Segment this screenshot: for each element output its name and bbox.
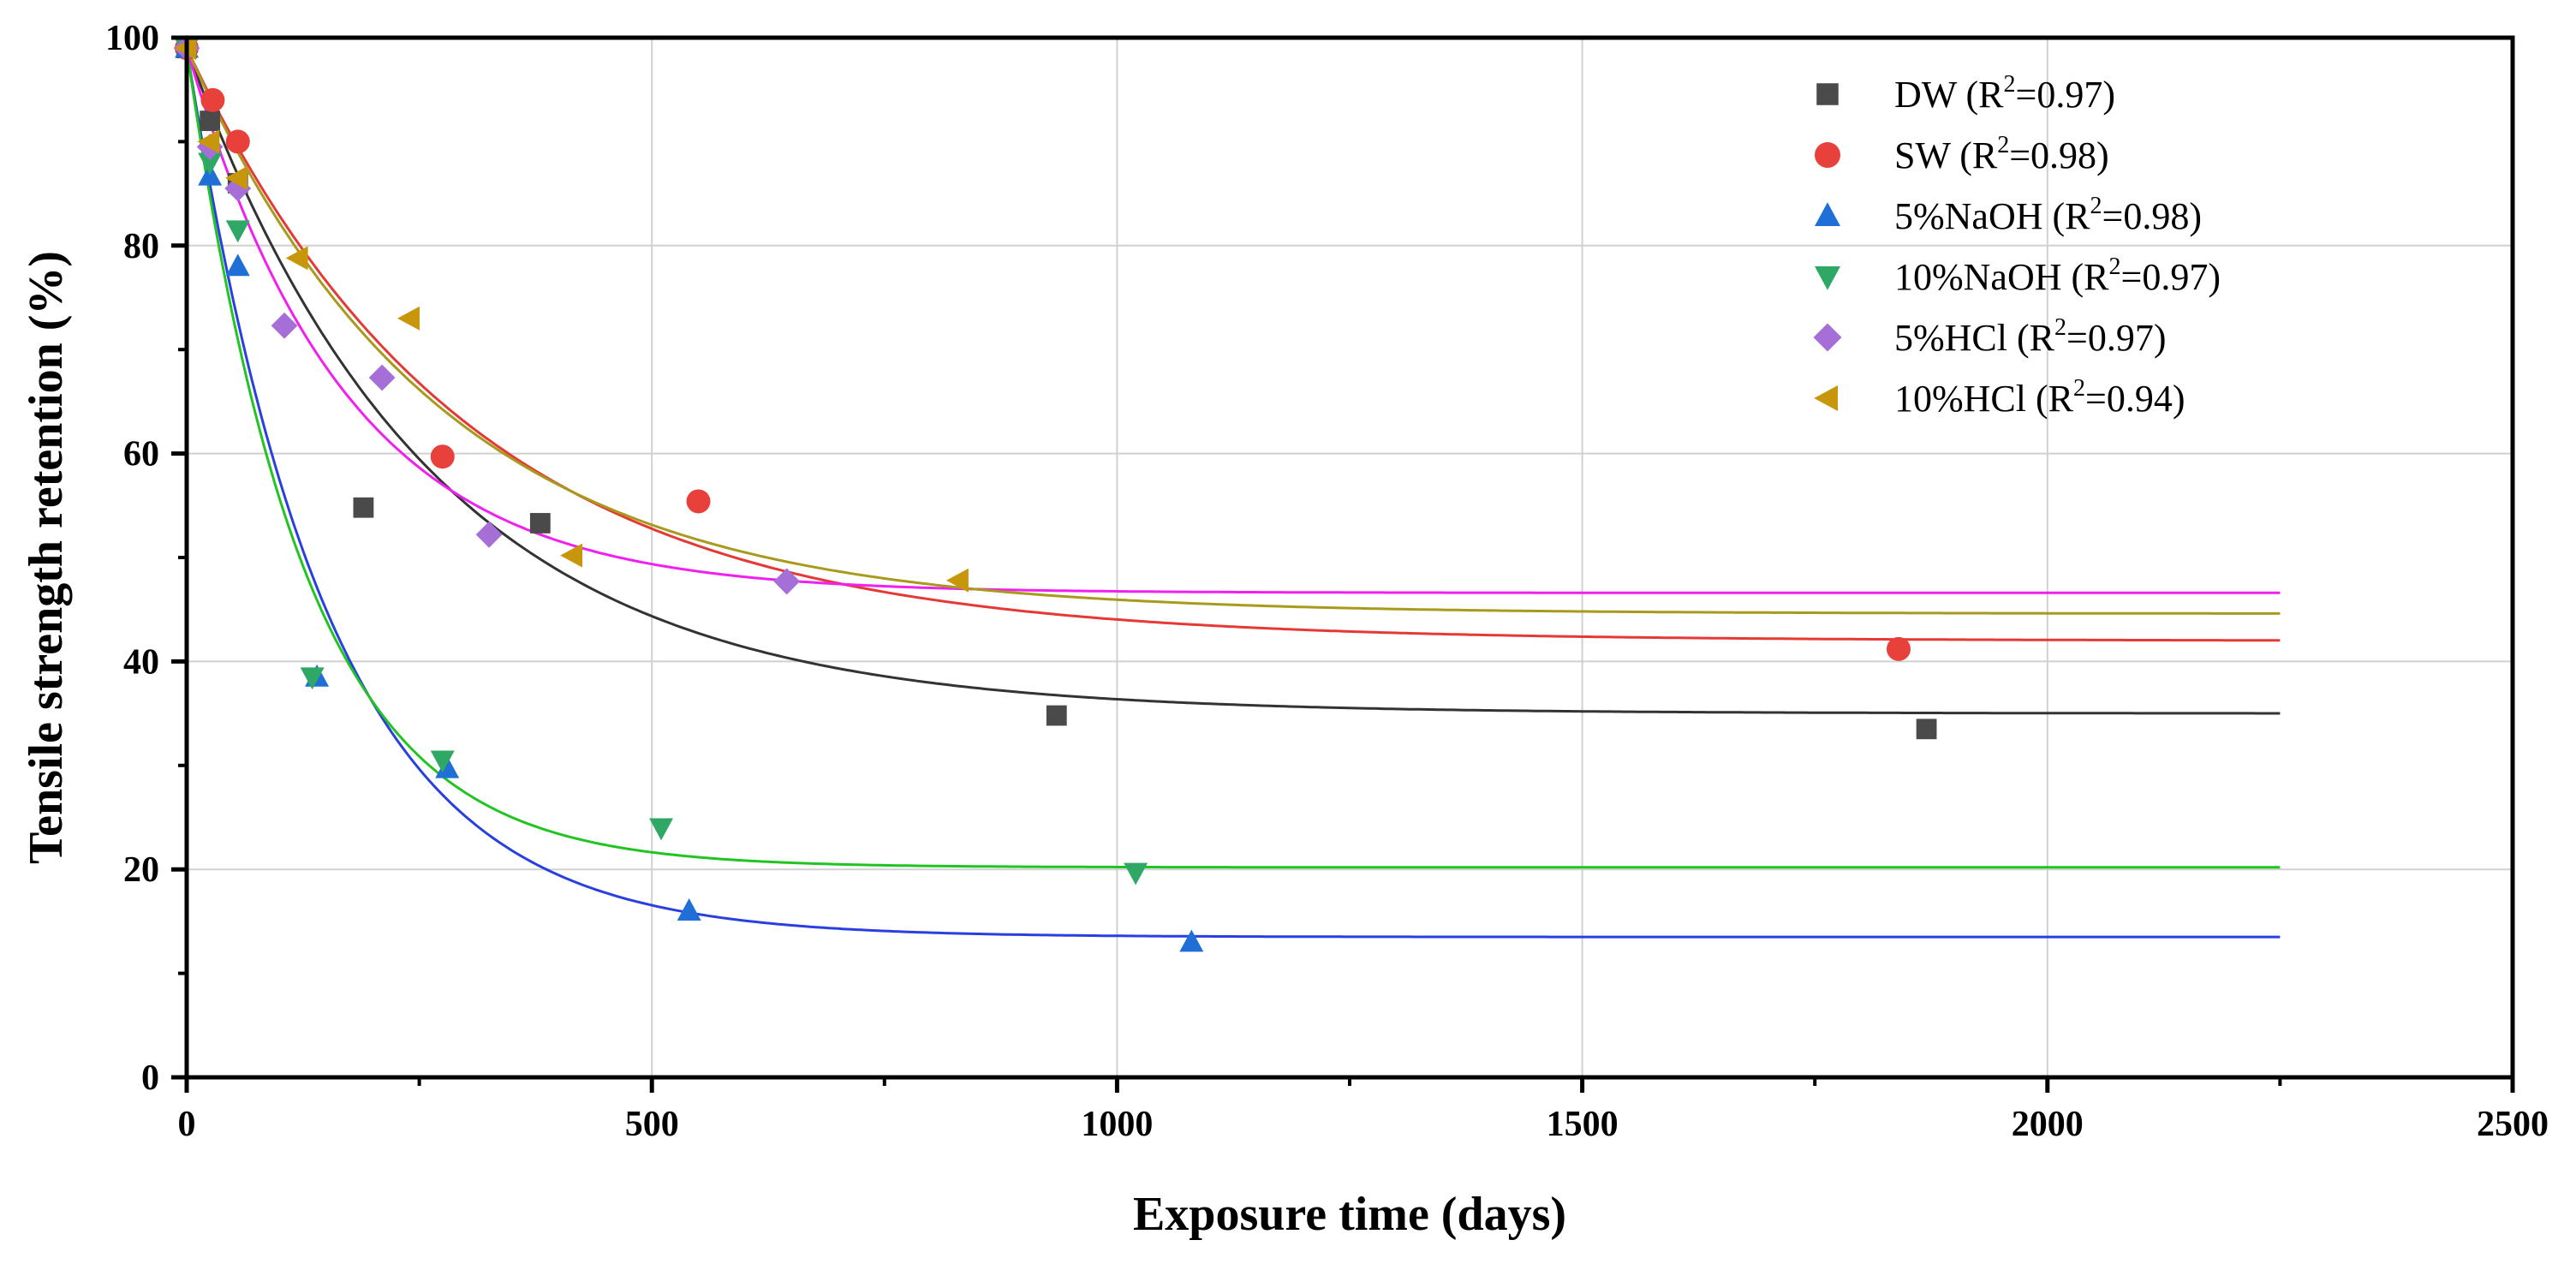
y-tick-label: 100	[105, 19, 159, 58]
data-point-series-3	[649, 818, 674, 841]
data-point-series-4	[368, 364, 396, 391]
x-tick-label: 2500	[2477, 1105, 2549, 1144]
grid-lines	[187, 38, 2513, 1077]
legend-label-0: DW (R2=0.97)	[1894, 71, 2115, 116]
data-point-series-1	[1886, 636, 1911, 661]
data-point-series-0	[1046, 705, 1067, 726]
legend-label-5: 10%HCl (R2=0.94)	[1894, 375, 2185, 420]
fit-curve-2	[185, 47, 2281, 939]
data-point-series-5	[946, 568, 969, 593]
legend-label-4: 5%HCl (R2=0.97)	[1894, 314, 2166, 359]
data-points	[173, 34, 1937, 952]
x-tick-label: 2000	[2012, 1105, 2084, 1144]
legend-label-2: 5%NaOH (R2=0.98)	[1894, 193, 2202, 237]
data-point-series-3	[198, 152, 223, 176]
data-point-series-2	[435, 755, 460, 778]
data-point-series-0	[200, 110, 221, 132]
fit-curves	[185, 47, 2281, 939]
legend-label-3: 10%NaOH (R2=0.97)	[1894, 253, 2221, 298]
x-tick-label: 500	[625, 1105, 679, 1144]
data-point-series-0	[353, 497, 374, 518]
x-axis-title: Exposure time (days)	[1133, 1188, 1566, 1241]
y-tick-label: 60	[123, 435, 159, 474]
data-point-series-5	[197, 129, 220, 154]
y-tick-label: 40	[123, 642, 159, 682]
fit-curve-0	[185, 47, 2281, 715]
fit-curve-3	[185, 47, 2281, 869]
data-point-series-4	[475, 521, 503, 548]
data-point-series-1	[430, 444, 455, 469]
data-point-series-3	[430, 750, 455, 773]
legend: DW (R2=0.97) SW (R2=0.98) 5%NaOH (R2=0.98)…	[1813, 71, 2221, 420]
data-point-series-3	[300, 667, 325, 690]
data-point-series-5	[560, 543, 583, 568]
x-tick-label: 0	[178, 1105, 196, 1144]
legend-marker-3	[1815, 266, 1840, 290]
fit-curve-1	[185, 47, 2281, 642]
data-point-series-1	[200, 87, 225, 112]
data-point-series-3	[225, 220, 250, 243]
data-point-series-1	[225, 129, 250, 154]
legend-marker-5	[1814, 385, 1838, 411]
data-point-series-4	[773, 568, 801, 595]
legend-marker-2	[1815, 202, 1840, 226]
data-point-series-3	[1124, 862, 1148, 885]
data-point-series-4	[271, 312, 298, 339]
axis-ticks: 0 500 1000 1500 2000 2500 0 20 40 60 80 100	[105, 19, 2549, 1144]
y-tick-label: 0	[141, 1058, 159, 1098]
data-point-series-5	[397, 306, 420, 331]
data-point-series-5	[225, 165, 247, 190]
x-tick-label: 1500	[1547, 1105, 1619, 1144]
data-point-series-2	[677, 898, 701, 921]
data-point-series-2	[225, 253, 250, 277]
legend-label-1: SW (R2=0.98)	[1894, 132, 2109, 176]
y-tick-label: 80	[123, 227, 159, 266]
data-point-series-1	[686, 489, 711, 514]
data-point-series-5	[285, 246, 308, 271]
data-point-series-0	[1916, 718, 1937, 740]
legend-marker-0	[1816, 83, 1839, 105]
x-tick-label: 1000	[1081, 1105, 1153, 1144]
legend-marker-1	[1815, 142, 1840, 168]
fit-curve-5	[185, 47, 2281, 615]
y-axis-title: Tensile strength retention (%)	[20, 251, 73, 864]
data-point-series-2	[1179, 929, 1204, 952]
y-tick-label: 20	[123, 850, 159, 890]
data-point-series-0	[529, 513, 551, 534]
legend-marker-4	[1813, 323, 1842, 352]
